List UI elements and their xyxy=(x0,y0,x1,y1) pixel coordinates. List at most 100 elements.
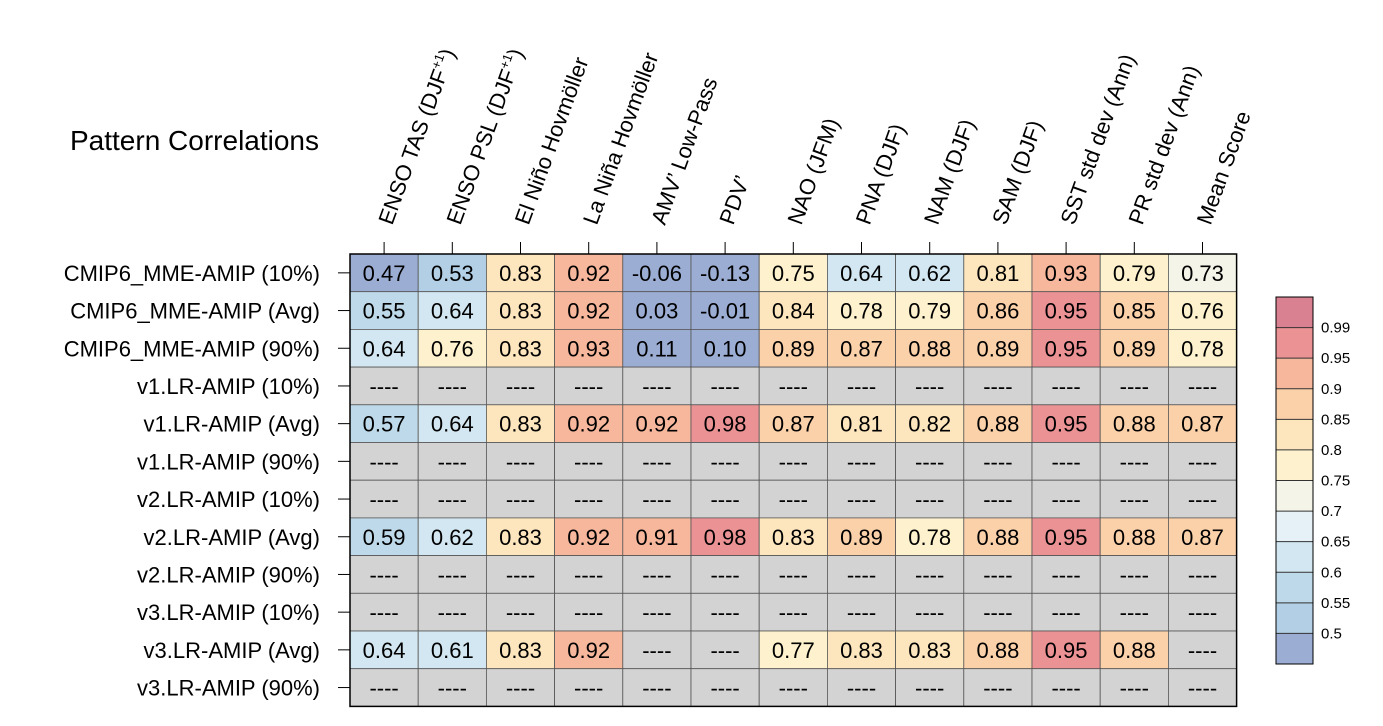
heatmap-cell xyxy=(690,592,760,632)
cell-value-label: ---- xyxy=(369,449,398,474)
heatmap-cell xyxy=(417,630,487,670)
cell-value-label: ---- xyxy=(574,676,603,701)
colorbar-tick-label: 0.5 xyxy=(1321,625,1342,642)
cell-value-label: 0.83 xyxy=(499,412,542,437)
cell-value-label: ---- xyxy=(983,562,1012,587)
heatmap-cell xyxy=(963,517,1033,557)
cell-value-label: ---- xyxy=(1188,600,1217,625)
cell-value-label: 0.83 xyxy=(499,299,542,324)
heatmap-cell xyxy=(417,404,487,443)
cell-value-label: 0.95 xyxy=(1045,412,1088,437)
cell-value-label: 0.87 xyxy=(1181,525,1224,550)
cell-value-label: ---- xyxy=(438,676,467,701)
cell-value-label: 0.83 xyxy=(499,261,542,286)
cell-value-label: ---- xyxy=(1051,600,1080,625)
cell-value-label: ---- xyxy=(574,487,603,512)
heatmap-cell xyxy=(349,291,419,330)
cell-value-label: 0.83 xyxy=(499,525,542,550)
cell-value-label: 0.92 xyxy=(567,638,610,663)
cell-value-label: ---- xyxy=(710,562,739,587)
heatmap-cell xyxy=(1168,517,1238,557)
heatmap-cell xyxy=(349,253,419,293)
cell-value-label: ---- xyxy=(574,374,603,399)
cell-value-label: ---- xyxy=(710,600,739,625)
heatmap-cell xyxy=(554,592,624,632)
cell-value-label: 0.89 xyxy=(1113,336,1156,361)
cell-value-label: 0.64 xyxy=(840,261,883,286)
heatmap-cell xyxy=(1031,442,1101,481)
row-label: v3.LR-AMIP (Avg) xyxy=(144,638,320,663)
cell-value-label: ---- xyxy=(779,449,808,474)
heatmap-cell xyxy=(417,479,487,519)
heatmap-cell xyxy=(554,328,624,368)
heatmap-cell xyxy=(622,668,692,707)
colorbar-segment xyxy=(1276,541,1313,573)
cell-value-label: 0.93 xyxy=(1045,261,1088,286)
heatmap-cell xyxy=(1099,404,1169,443)
colorbar-segment xyxy=(1276,327,1313,359)
cell-value-label: 0.73 xyxy=(1181,261,1224,286)
heatmap-cell xyxy=(758,291,828,330)
heatmap-cell xyxy=(758,630,828,670)
cell-value-label: ---- xyxy=(574,562,603,587)
row-label: v2.LR-AMIP (Avg) xyxy=(144,525,320,550)
cell-value-label: ---- xyxy=(1051,374,1080,399)
colorbar-frame xyxy=(1275,296,1314,665)
cell-value-label: 0.77 xyxy=(772,638,815,663)
colorbar-segment xyxy=(1276,358,1313,389)
heatmap-cell xyxy=(554,404,624,443)
heatmap-cell xyxy=(895,479,965,519)
cell-value-label: ---- xyxy=(710,449,739,474)
cell-value-label: ---- xyxy=(983,600,1012,625)
row-label: CMIP6_MME-AMIP (Avg) xyxy=(70,299,320,324)
cell-value-label: 0.64 xyxy=(363,336,406,361)
colorbar-tick-label: 0.8 xyxy=(1321,442,1342,459)
cell-value-label: ---- xyxy=(574,449,603,474)
heatmap-cell xyxy=(1099,442,1169,481)
heatmap-cell xyxy=(758,479,828,519)
heatmap-cell xyxy=(690,630,760,670)
colorbar-segment xyxy=(1276,511,1313,542)
cell-value-label: ---- xyxy=(847,374,876,399)
heatmap-cell xyxy=(690,668,760,707)
column-label: SST std dev (Ann) xyxy=(1055,51,1140,228)
cell-value-label: ---- xyxy=(1051,449,1080,474)
cell-value-label: 0.82 xyxy=(908,412,951,437)
colorbar-segment xyxy=(1276,480,1313,512)
heatmap-cell xyxy=(827,592,897,632)
heatmap-cell xyxy=(827,291,897,330)
heatmap-cell xyxy=(554,479,624,519)
cell-value-label: 0.88 xyxy=(976,412,1019,437)
cell-value-label: 0.57 xyxy=(363,412,406,437)
cell-value-label: ---- xyxy=(506,487,535,512)
cell-value-label: ---- xyxy=(847,676,876,701)
cell-value-label: 0.78 xyxy=(908,525,951,550)
heatmap-cell xyxy=(1168,366,1238,406)
colorbar-tick-label: 0.75 xyxy=(1321,473,1350,490)
heatmap-cell xyxy=(963,555,1033,594)
cell-value-label: 0.88 xyxy=(1113,525,1156,550)
cell-value-label: 0.83 xyxy=(908,638,951,663)
heatmap-cell xyxy=(622,555,692,594)
heatmap-cell xyxy=(758,517,828,557)
cell-value-label: ---- xyxy=(710,676,739,701)
cell-value-label: ---- xyxy=(438,600,467,625)
column-label: PNA (DJF) xyxy=(851,120,910,227)
cell-value-label: 0.79 xyxy=(908,299,951,324)
cell-value-label: 0.64 xyxy=(363,638,406,663)
cell-value-label: ---- xyxy=(1120,449,1149,474)
heatmap-cell xyxy=(554,366,624,406)
cell-value-label: ---- xyxy=(506,449,535,474)
cell-value-label: 0.85 xyxy=(1113,299,1156,324)
cell-value-label: 0.98 xyxy=(704,525,747,550)
cell-value-label: ---- xyxy=(779,600,808,625)
cell-value-label: ---- xyxy=(779,676,808,701)
heatmap-cell xyxy=(895,328,965,368)
cell-value-label: ---- xyxy=(847,600,876,625)
column-label: Mean Score xyxy=(1192,108,1256,228)
colorbar-tick-label: 0.85 xyxy=(1321,411,1350,428)
heatmap-cell xyxy=(1031,366,1101,406)
cell-value-label: ---- xyxy=(438,562,467,587)
cell-value-label: 0.95 xyxy=(1045,525,1088,550)
